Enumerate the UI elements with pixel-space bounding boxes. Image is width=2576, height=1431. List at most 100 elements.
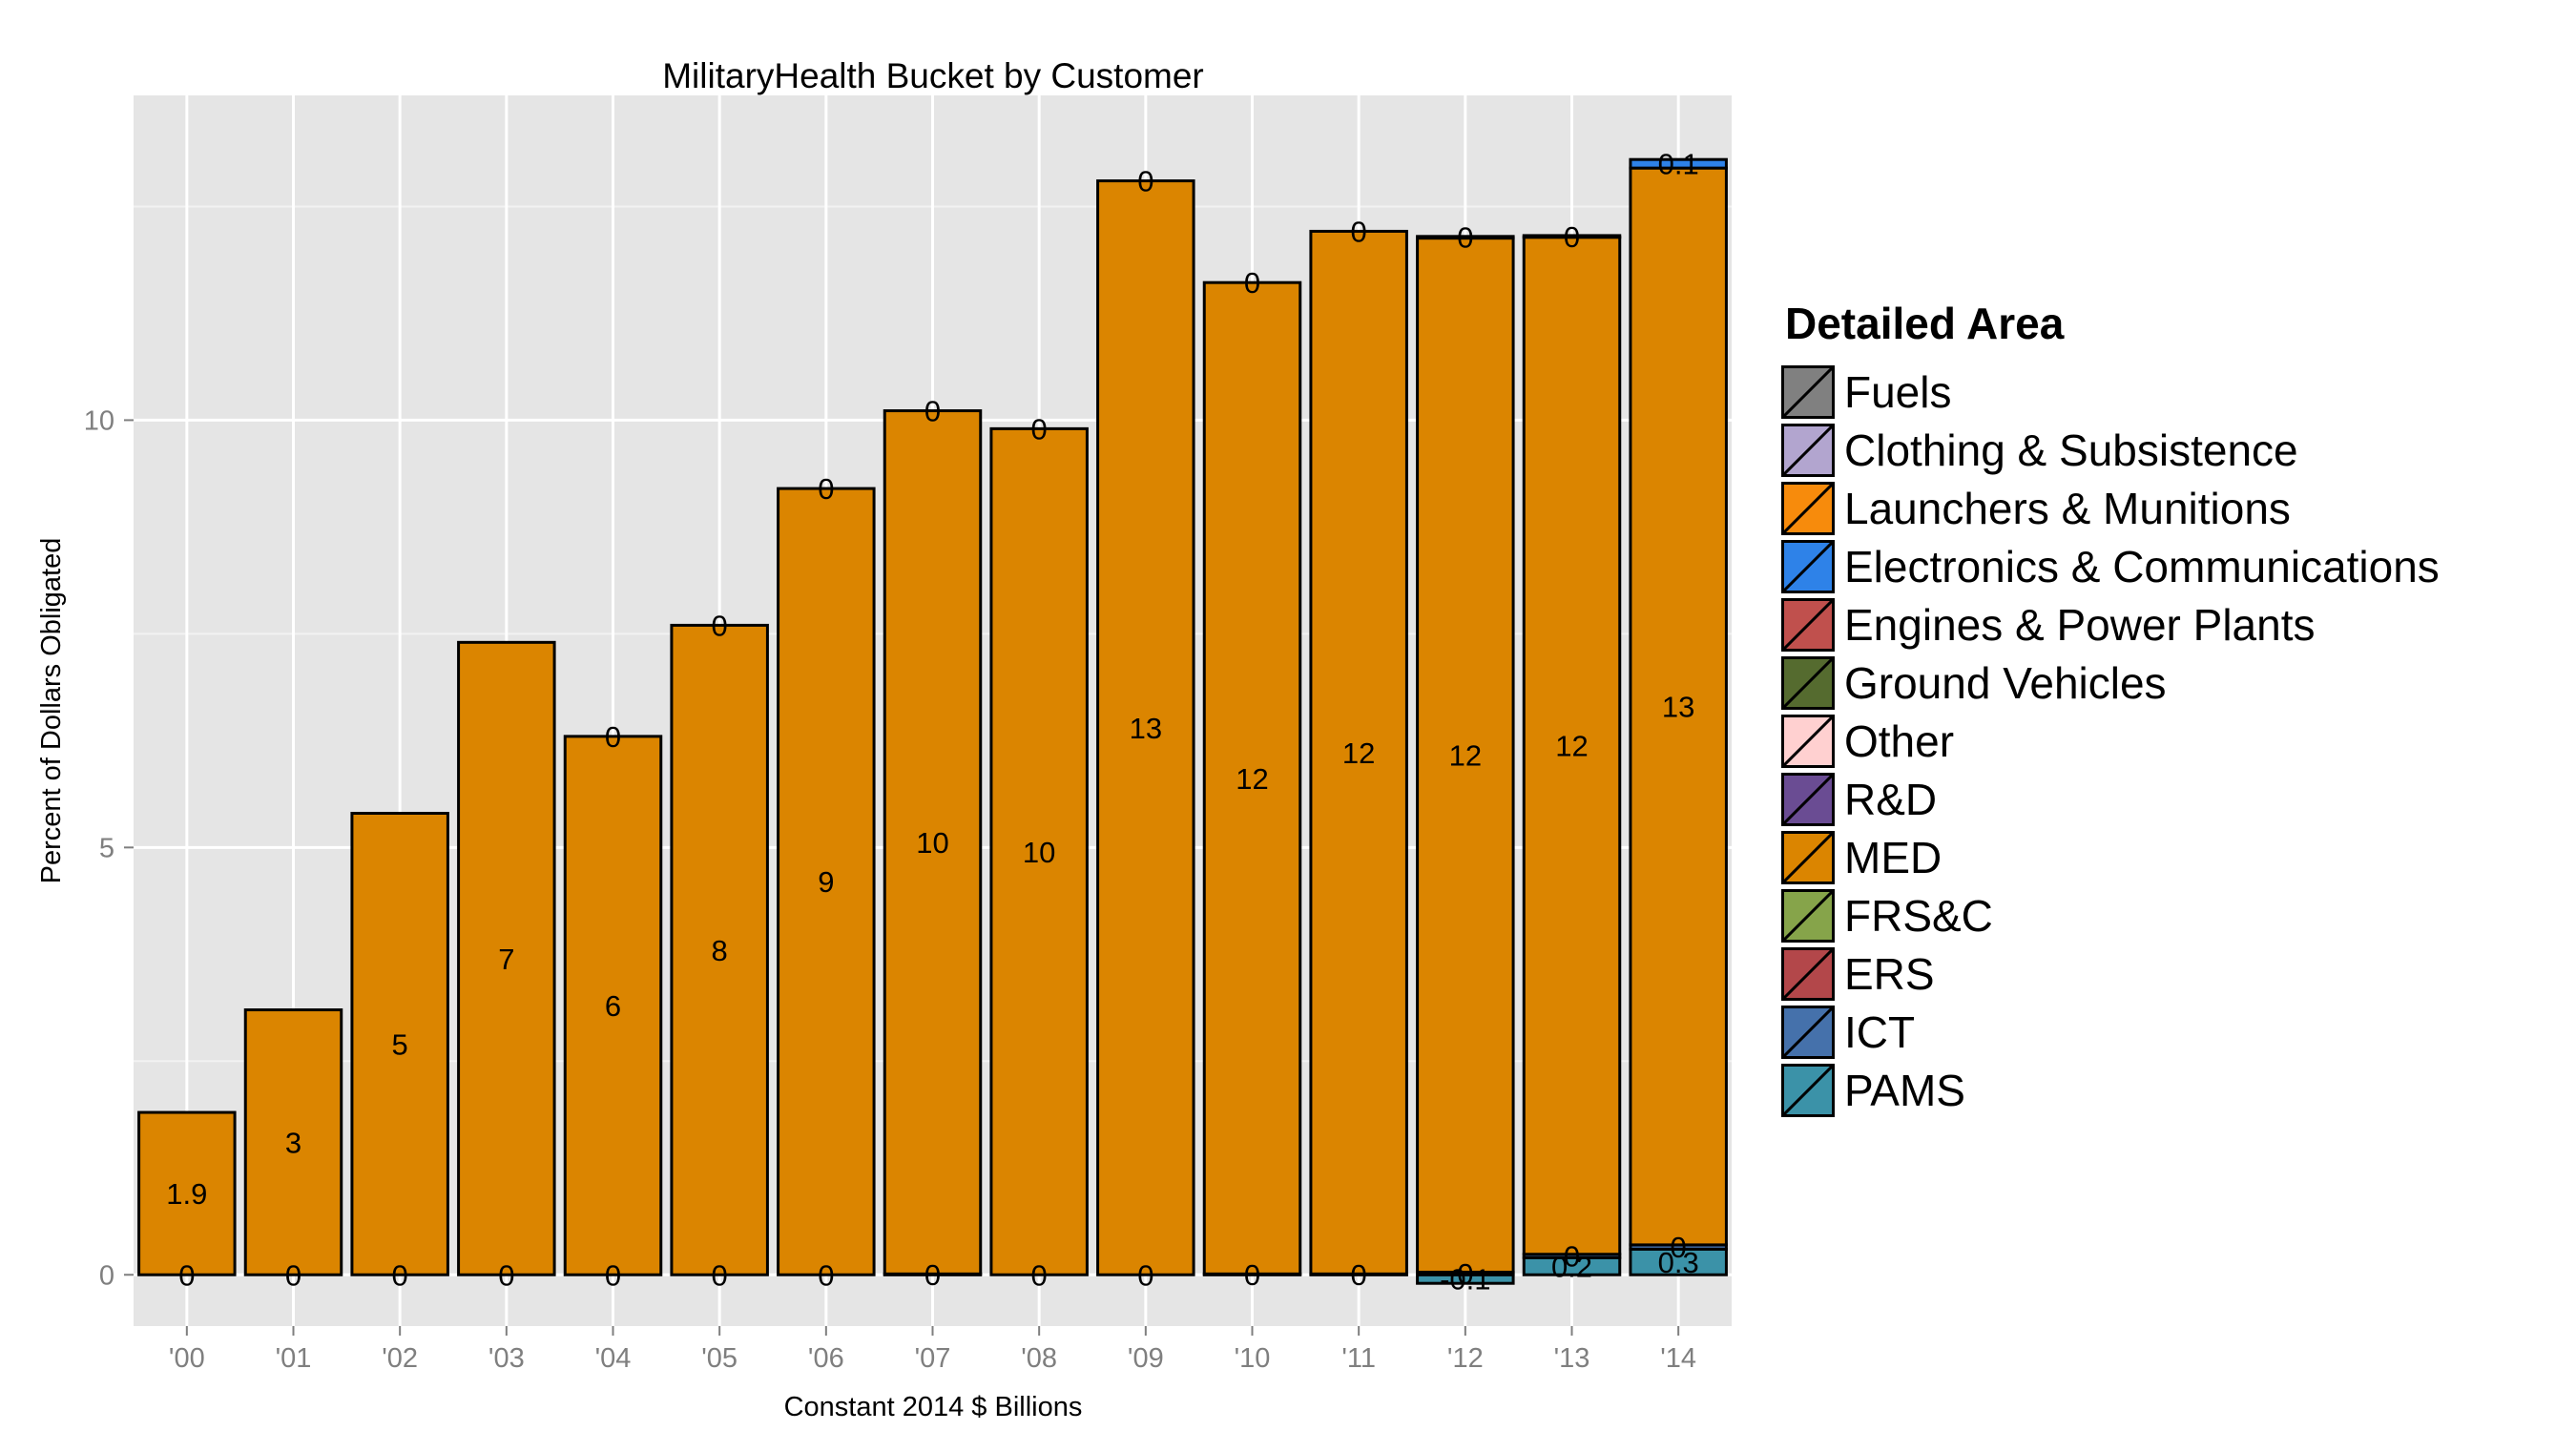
data-label: 8: [712, 934, 728, 967]
data-label: 0: [712, 609, 728, 642]
data-label: 0: [1244, 1258, 1260, 1292]
bar-segment: [350, 812, 449, 1276]
legend-item: Ground Vehicles: [1781, 653, 2440, 712]
legend-items: Fuels Clothing & Subsistence Launchers & M…: [1781, 363, 2440, 1119]
x-tick-label: '01: [276, 1343, 312, 1374]
legend-swatch: [1781, 655, 1835, 710]
legend-swatch: [1781, 364, 1835, 419]
x-tick-label: '03: [488, 1343, 525, 1374]
data-label: 13: [1130, 712, 1162, 745]
legend-label: Clothing & Subsistence: [1844, 425, 2298, 475]
x-tick-label: '09: [1128, 1343, 1164, 1374]
data-label: 0: [1564, 1240, 1580, 1274]
legend-swatch: [1781, 597, 1835, 652]
x-tick-label: '14: [1660, 1343, 1696, 1374]
legend-swatch: [1781, 946, 1835, 1001]
legend-swatch: [1781, 539, 1835, 593]
bar-segment: [563, 735, 663, 1276]
legend-item: PAMS: [1781, 1061, 2440, 1119]
data-label: 0: [924, 1258, 941, 1292]
bar-segment: [883, 409, 983, 1275]
data-label: 0: [1564, 220, 1580, 254]
y-tick-label: 10: [84, 405, 114, 436]
x-tick-label: '11: [1341, 1343, 1376, 1374]
data-label: 12: [1449, 739, 1482, 773]
data-label: 0: [1244, 266, 1260, 300]
x-tick-label: '02: [382, 1343, 418, 1374]
bar-segment: [1202, 280, 1302, 1275]
data-label: 9: [818, 865, 834, 899]
legend-swatch: [1781, 423, 1835, 477]
legend-item: MED: [1781, 828, 2440, 886]
data-label: 13: [1662, 691, 1694, 724]
data-label: 0.2: [1551, 1250, 1592, 1283]
data-label: 0: [392, 1258, 408, 1292]
legend-swatch: [1781, 481, 1835, 535]
data-label: 5: [392, 1027, 408, 1061]
legend-swatch: [1781, 888, 1835, 943]
data-label: -0.1: [1440, 1263, 1490, 1296]
x-axis-title: Constant 2014 $ Billions: [784, 1392, 1083, 1422]
data-label: 0: [498, 1258, 514, 1292]
y-axis-title: Percent of Dollars Obligated: [36, 538, 67, 884]
data-label: 0: [1351, 1258, 1367, 1292]
bar-segment: [1629, 1247, 1728, 1276]
data-label-layer: 01.903050706008009001000100013001200120-…: [166, 148, 1698, 1296]
data-label: 0: [924, 395, 941, 428]
x-tick-label: '04: [595, 1343, 632, 1374]
data-label: 12: [1342, 736, 1375, 770]
data-label: 0: [605, 1258, 621, 1292]
bar-segment: [1416, 235, 1515, 240]
data-label: 0: [1457, 1257, 1473, 1291]
data-label: 0: [1137, 165, 1153, 198]
legend-item: Electronics & Communications: [1781, 537, 2440, 595]
legend-label: Ground Vehicles: [1844, 657, 2167, 708]
bar-layer: [137, 157, 1728, 1285]
data-label: 0: [1031, 412, 1048, 446]
legend-item: Other: [1781, 712, 2440, 770]
legend-label: FRS&C: [1844, 890, 1993, 941]
legend-label: R&D: [1844, 774, 1938, 824]
legend-label: Launchers & Munitions: [1844, 483, 2291, 533]
x-tick-label: '12: [1447, 1343, 1484, 1374]
legend-label: ERS: [1844, 948, 1935, 999]
data-label: 12: [1555, 730, 1588, 763]
x-tick-label: '08: [1021, 1343, 1057, 1374]
bar-segment: [777, 487, 876, 1276]
bar-segment: [1522, 236, 1622, 1256]
data-label: 1.9: [166, 1177, 207, 1211]
legend-swatch: [1781, 714, 1835, 768]
x-tick-label: '06: [808, 1343, 844, 1374]
legend-label: Other: [1844, 716, 1955, 766]
x-tick-label: '10: [1235, 1343, 1271, 1374]
legend-label: Electronics & Communications: [1844, 541, 2440, 591]
data-label: 0: [1351, 215, 1367, 248]
legend-item: R&D: [1781, 770, 2440, 828]
legend-item: Fuels: [1781, 363, 2440, 421]
data-label: 6: [605, 989, 621, 1023]
data-label: 0: [1671, 1231, 1687, 1264]
legend-swatch: [1781, 1063, 1835, 1117]
bar-segment: [1096, 179, 1195, 1276]
bar-segment: [137, 1110, 237, 1276]
legend-item: Engines & Power Plants: [1781, 595, 2440, 653]
x-tick-label: '00: [169, 1343, 205, 1374]
legend-item: Clothing & Subsistence: [1781, 421, 2440, 479]
data-label: 0: [1031, 1258, 1048, 1292]
bar-segment: [243, 1008, 343, 1276]
legend-title: Detailed Area: [1785, 299, 2065, 348]
bar-segment: [1309, 229, 1408, 1275]
data-label: 10: [1023, 836, 1055, 869]
data-label: 0: [1137, 1258, 1153, 1292]
bar-segment: [1416, 237, 1515, 1275]
legend-label: Engines & Power Plants: [1844, 599, 2316, 650]
legend-item: FRS&C: [1781, 886, 2440, 944]
legend-label: Fuels: [1844, 366, 1952, 417]
data-label: 0: [1457, 221, 1473, 255]
data-label: 0: [712, 1258, 728, 1292]
data-label: 0: [605, 720, 621, 754]
x-tick-label: '13: [1554, 1343, 1590, 1374]
legend-item: ICT: [1781, 1003, 2440, 1061]
y-tick-label: 5: [99, 833, 114, 863]
